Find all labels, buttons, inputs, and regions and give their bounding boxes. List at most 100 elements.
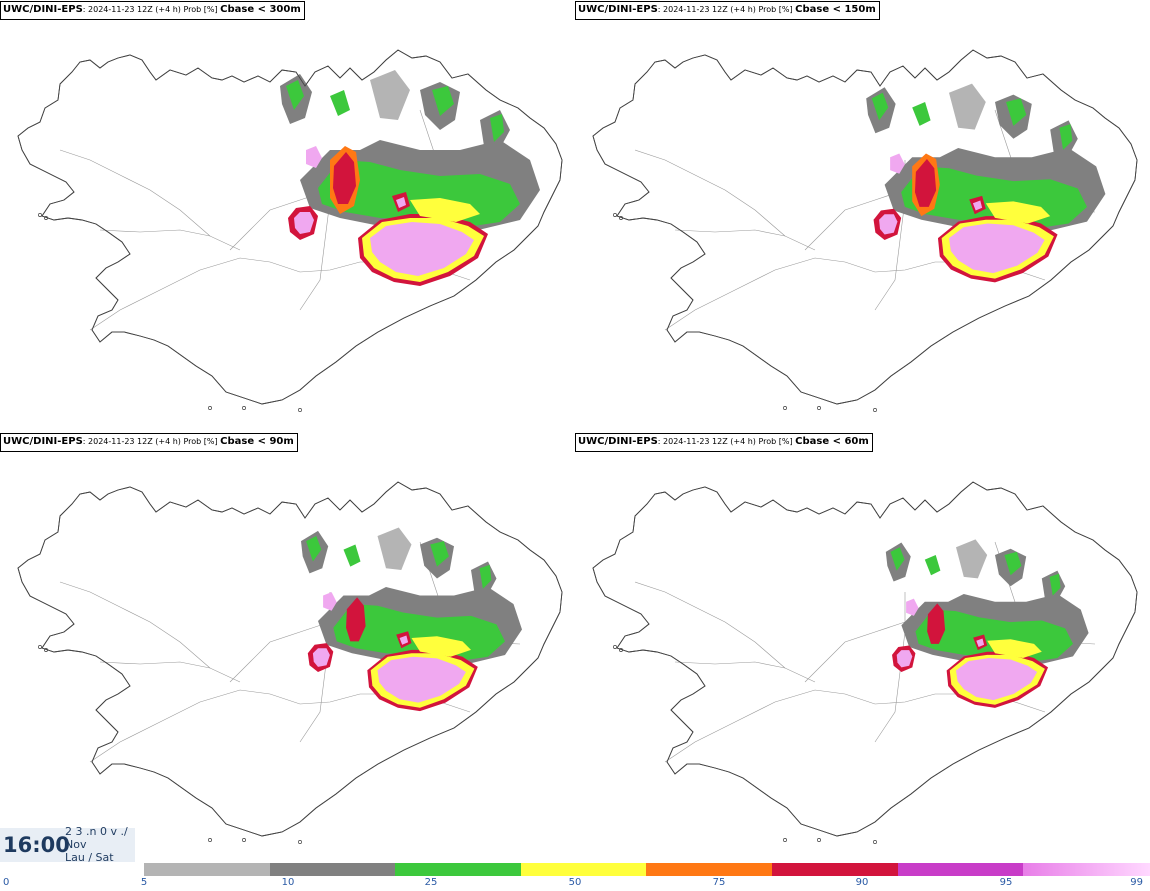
probability-map (592, 481, 1138, 844)
panel-title: UWC/DINI-EPS: 2024-11-23 12Z (+4 h) Prob… (575, 1, 880, 20)
high-probability-area (399, 635, 409, 645)
legend-tick-label: 95 (999, 877, 1013, 888)
high-probability-area (294, 212, 314, 234)
probability-field-group (301, 527, 522, 712)
probability-area (330, 90, 350, 116)
probability-area (432, 86, 454, 116)
island (208, 406, 212, 410)
color-legend-ticks: 0 5 10 25 50 75 90 95 99 (0, 877, 1150, 891)
island (298, 840, 302, 844)
high-probability-area (306, 146, 322, 168)
high-probability-area (377, 656, 466, 703)
legend-tick-label: 25 (424, 877, 438, 888)
legend-swatch (144, 863, 270, 876)
legend-swatch (269, 863, 396, 876)
panel-title: UWC/DINI-EPS: 2024-11-23 12Z (+4 h) Prob… (0, 1, 305, 20)
high-probability-area (987, 639, 1042, 658)
high-probability-area (879, 214, 898, 235)
legend-swatch (395, 863, 521, 876)
legend-swatch (897, 863, 1024, 876)
high-probability-area (323, 592, 337, 611)
legend-swatch (1023, 863, 1150, 876)
island (873, 408, 877, 412)
valid-time-box: 16:00 2 3 .n 0 v ./ Nov Lau / Sat (0, 825, 135, 862)
high-probability-area (890, 153, 905, 174)
legend-tick-label: 10 (281, 877, 295, 888)
legend-tick-label: 99 (1130, 877, 1143, 888)
road-line (59, 581, 211, 669)
coastline-outline (17, 481, 563, 837)
probability-area (1049, 573, 1061, 596)
high-probability-area (312, 648, 330, 667)
high-probability-area (956, 657, 1038, 701)
coastline-outline (592, 481, 1138, 837)
island (783, 838, 787, 842)
high-probability-area (972, 200, 983, 211)
high-probability-area (410, 198, 480, 222)
island (873, 840, 877, 844)
probability-field-group (280, 70, 540, 286)
probability-area (430, 541, 449, 567)
high-probability-area (411, 636, 471, 657)
probability-area (956, 539, 988, 579)
probability-area (306, 536, 322, 562)
map-panel-cbase-300: UWC/DINI-EPS: 2024-11-23 12Z (+4 h) Prob… (0, 0, 575, 430)
high-probability-area (927, 603, 946, 644)
road-line (634, 581, 786, 669)
field-name: Cbase < 90m (220, 436, 294, 447)
field-name: Cbase < 150m (795, 4, 876, 15)
high-probability-area (370, 222, 474, 276)
probability-area (286, 80, 304, 110)
panel-title: UWC/DINI-EPS: 2024-11-23 12Z (+4 h) Prob… (0, 433, 298, 452)
island (242, 838, 246, 842)
high-probability-area (346, 597, 366, 642)
probability-area (479, 564, 492, 589)
road-line (674, 229, 816, 251)
high-probability-area (333, 152, 356, 204)
probability-area (1059, 124, 1073, 150)
island (817, 838, 821, 842)
legend-swatch (772, 863, 898, 876)
probability-map (17, 481, 563, 844)
road-line (634, 149, 786, 237)
valid-time: 16:00 (3, 833, 70, 857)
island (619, 648, 623, 652)
run-info: 2024-11-23 12Z (+4 h) Prob [%] (663, 437, 793, 446)
high-probability-area (906, 598, 919, 616)
probability-area (1006, 98, 1027, 126)
probability-area (377, 527, 412, 570)
map-panel-cbase-60: UWC/DINI-EPS: 2024-11-23 12Z (+4 h) Prob… (575, 432, 1150, 862)
probability-area (1004, 551, 1022, 576)
road-line (874, 592, 906, 743)
color-legend-bar (144, 863, 1150, 876)
legend-tick-label: 50 (568, 877, 582, 888)
probability-area (490, 114, 504, 142)
high-probability-area (949, 223, 1045, 274)
high-probability-area (985, 201, 1051, 224)
field-name: Cbase < 300m (220, 4, 301, 15)
probability-map (17, 49, 563, 412)
coastline-outline (592, 49, 1138, 405)
island (208, 838, 212, 842)
probability-area (924, 555, 941, 576)
valid-weekday: Lau / Sat (65, 851, 114, 862)
legend-swatch (520, 863, 647, 876)
legend-tick-label: 5 (140, 877, 148, 888)
panel-title: UWC/DINI-EPS: 2024-11-23 12Z (+4 h) Prob… (575, 433, 873, 452)
map-panel-cbase-150: UWC/DINI-EPS: 2024-11-23 12Z (+4 h) Prob… (575, 0, 1150, 430)
probability-area (890, 547, 905, 571)
probability-area (912, 102, 931, 126)
road-line (99, 661, 241, 683)
coastline-outline (17, 49, 563, 405)
island (298, 408, 302, 412)
probability-area (343, 544, 361, 567)
road-line (99, 229, 241, 251)
island (44, 648, 48, 652)
island (613, 645, 617, 649)
field-name: Cbase < 60m (795, 436, 869, 447)
legend-tick-label: 0 (3, 877, 10, 888)
model-name: UWC/DINI-EPS (578, 4, 658, 15)
valid-date-digits: 2 3 .n 0 v ./ (65, 825, 128, 838)
model-name: UWC/DINI-EPS (3, 436, 83, 447)
high-probability-area (914, 159, 937, 207)
